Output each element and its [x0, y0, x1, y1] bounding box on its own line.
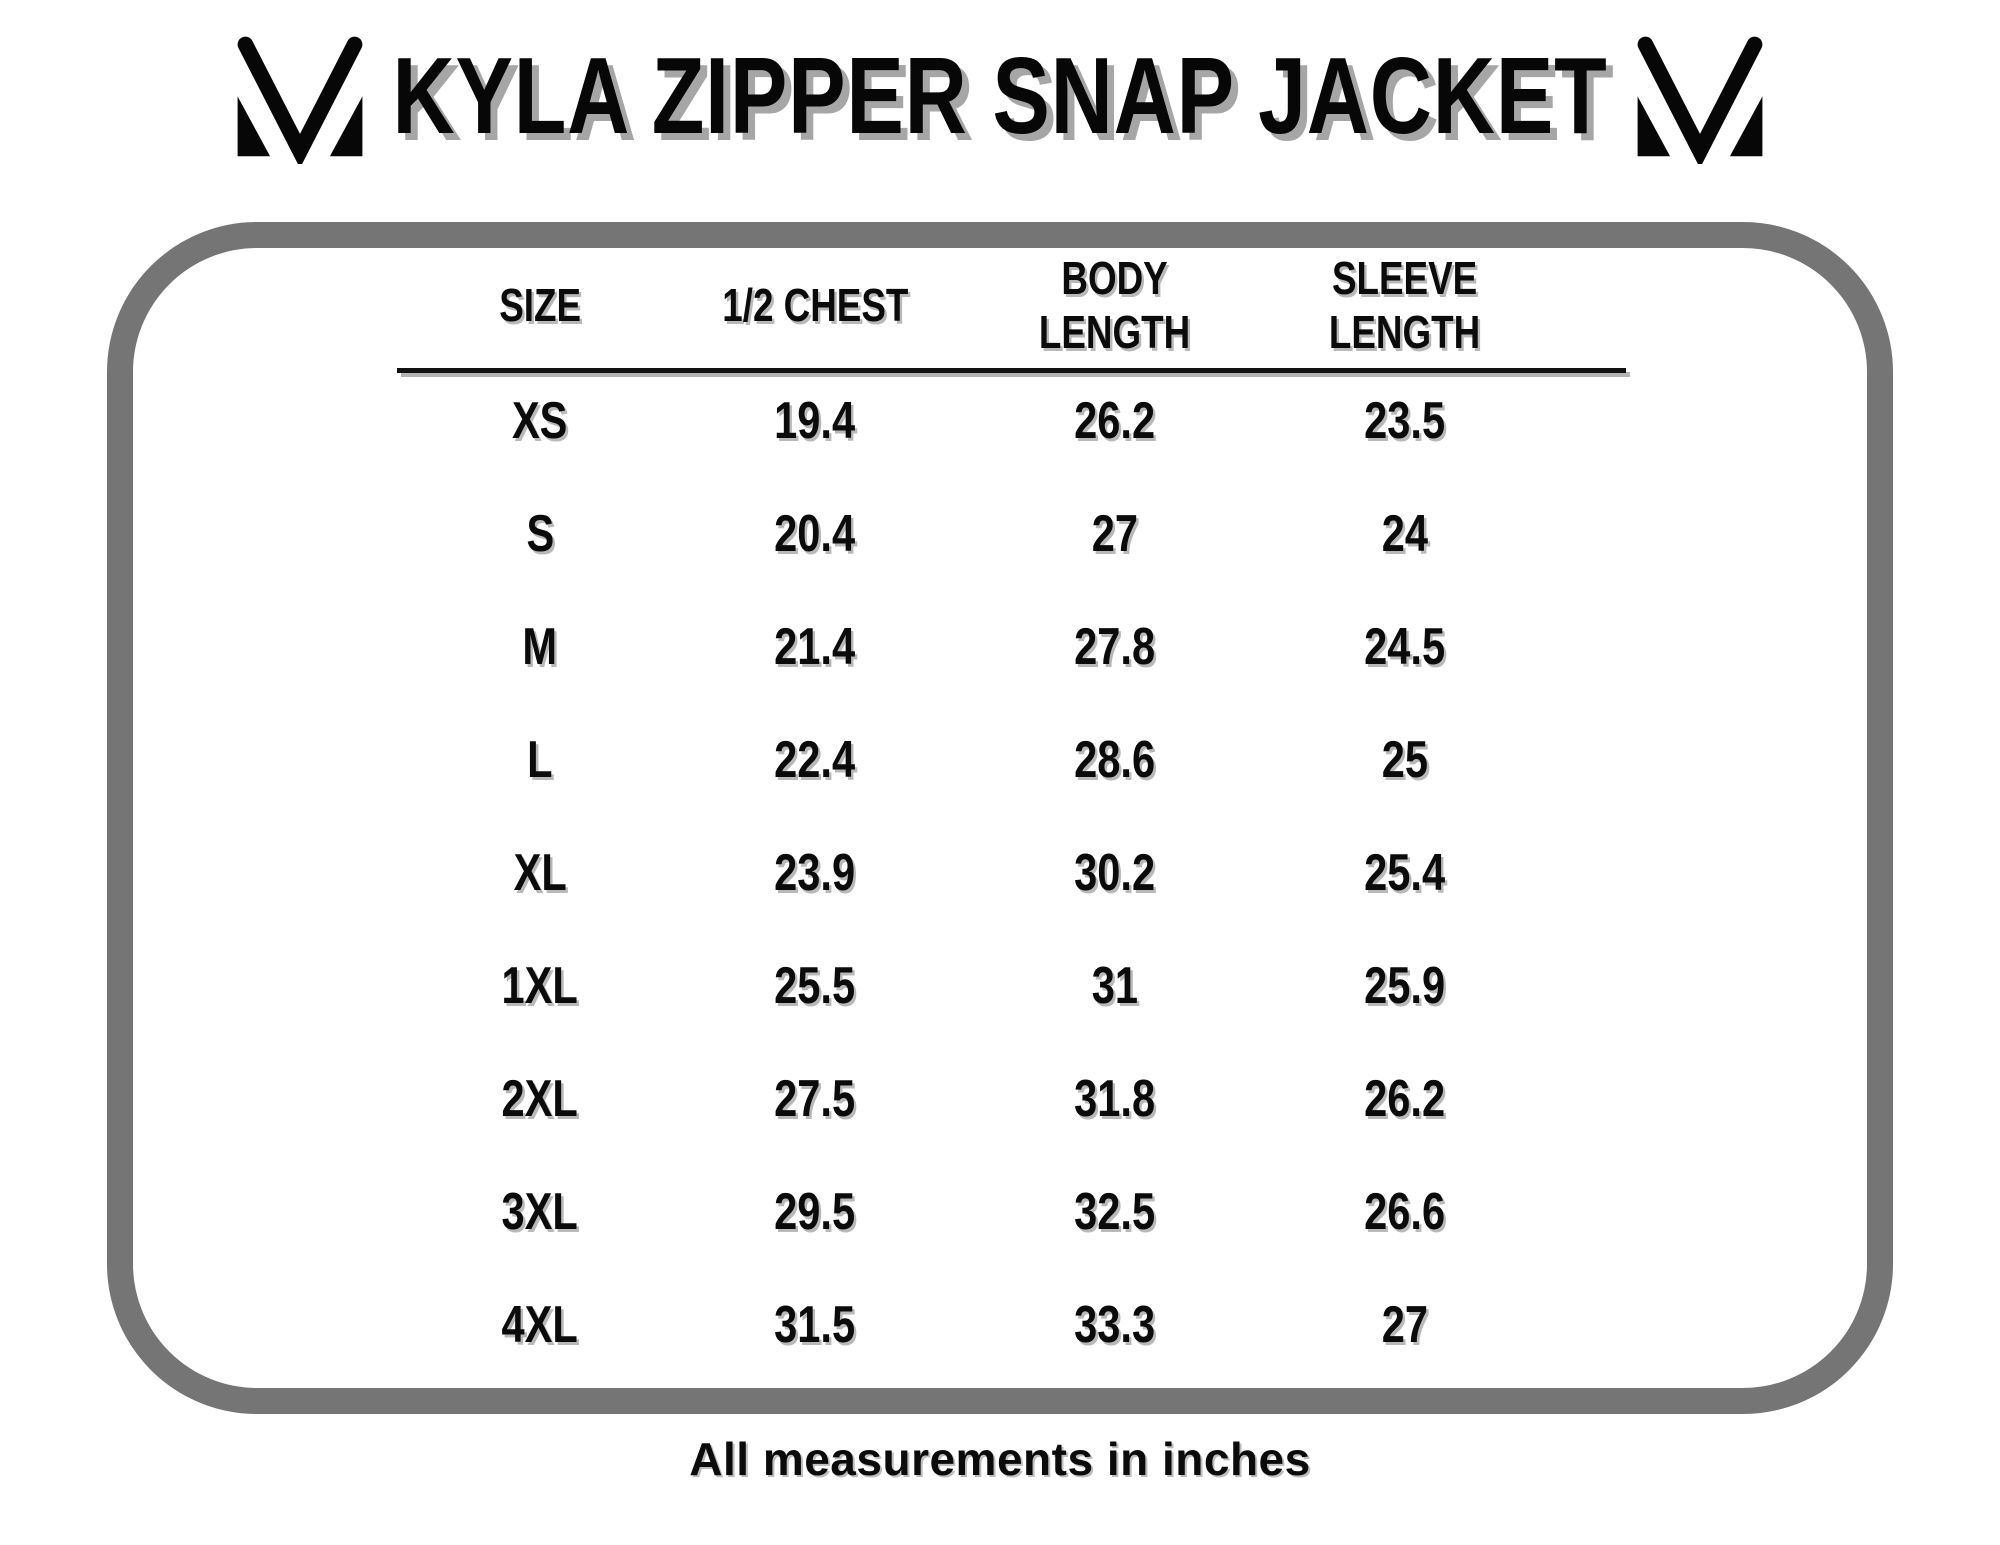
size-cell: S	[397, 478, 683, 591]
sleeve-length-cell: 24.5	[1283, 591, 1527, 704]
body-length-cell: 30.2	[947, 817, 1283, 930]
size-label: S	[526, 504, 554, 563]
body-length-cell: 31	[947, 930, 1283, 1043]
sleeve-length-value: 26.2	[1364, 1069, 1446, 1128]
column-header-half-chest: 1/2 CHEST	[683, 245, 947, 365]
sleeve-length-cell: 25.4	[1283, 817, 1527, 930]
mv-monogram-icon	[237, 36, 363, 164]
half-chest-cell: 21.4	[683, 591, 947, 704]
column-header-body-length-label: BODY LENGTH	[1039, 251, 1191, 358]
half-chest-value: 23.9	[774, 843, 856, 902]
column-header-sleeve-length: SLEEVE LENGTH	[1283, 245, 1527, 365]
size-cell: XL	[397, 817, 683, 930]
sleeve-length-value: 25.4	[1364, 843, 1446, 902]
sleeve-length-cell: 26.6	[1283, 1156, 1527, 1269]
body-length-value: 31	[1091, 956, 1139, 1015]
body-length-cell: 26.2	[947, 365, 1283, 478]
size-label: XL	[513, 843, 567, 902]
half-chest-value: 20.4	[774, 504, 856, 563]
size-label: 3XL	[501, 1182, 579, 1241]
sleeve-length-value: 26.6	[1364, 1182, 1446, 1241]
header: KYLA ZIPPER SNAP JACKET KYLA ZIPPER SNAP…	[0, 18, 2000, 178]
sleeve-length-value: 23.5	[1364, 391, 1446, 450]
page-title: KYLA ZIPPER SNAP JACKET KYLA ZIPPER SNAP…	[393, 35, 1615, 164]
sleeve-length-value: 24	[1381, 504, 1429, 563]
sleeve-length-value: 25	[1381, 730, 1429, 789]
sleeve-length-value: 24.5	[1364, 617, 1446, 676]
body-length-value: 31.8	[1074, 1069, 1156, 1128]
column-header-body-length: BODY LENGTH	[947, 245, 1283, 365]
sleeve-length-value: 27	[1381, 1295, 1429, 1354]
sleeve-length-cell: 23.5	[1283, 365, 1527, 478]
half-chest-value: 31.5	[774, 1295, 856, 1354]
body-length-value: 27	[1091, 504, 1139, 563]
half-chest-cell: 20.4	[683, 478, 947, 591]
size-label: M	[522, 617, 558, 676]
body-length-value: 33.3	[1074, 1295, 1156, 1354]
body-length-cell: 33.3	[947, 1269, 1283, 1382]
body-length-cell: 31.8	[947, 1043, 1283, 1156]
sleeve-length-cell: 27	[1283, 1269, 1527, 1382]
half-chest-cell: 31.5	[683, 1269, 947, 1382]
size-cell: XS	[397, 365, 683, 478]
header-underline	[397, 368, 1626, 373]
half-chest-cell: 25.5	[683, 930, 947, 1043]
half-chest-value: 21.4	[774, 617, 856, 676]
size-cell: L	[397, 704, 683, 817]
sleeve-length-cell: 26.2	[1283, 1043, 1527, 1156]
size-label: 2XL	[501, 1069, 579, 1128]
half-chest-value: 29.5	[774, 1182, 856, 1241]
column-header-size: SIZE	[397, 245, 683, 365]
size-chart-frame	[107, 222, 1893, 1414]
page-title-text: KYLA ZIPPER SNAP JACKET	[393, 35, 1608, 157]
sleeve-length-cell: 24	[1283, 478, 1527, 591]
page-title-shadow: KYLA ZIPPER SNAP JACKET	[400, 42, 1615, 164]
body-length-value: 26.2	[1074, 391, 1156, 450]
size-label: 1XL	[501, 956, 579, 1015]
half-chest-cell: 23.9	[683, 817, 947, 930]
body-length-cell: 27	[947, 478, 1283, 591]
body-length-value: 32.5	[1074, 1182, 1156, 1241]
size-table: SIZE 1/2 CHEST BODY LENGTH SLEEVE LENGTH…	[397, 245, 1527, 1382]
body-length-value: 28.6	[1074, 730, 1156, 789]
size-label: 4XL	[501, 1295, 579, 1354]
footer-note: All measurements in inches	[689, 1433, 1311, 1485]
size-cell: 1XL	[397, 930, 683, 1043]
half-chest-value: 19.4	[774, 391, 856, 450]
sleeve-length-cell: 25.9	[1283, 930, 1527, 1043]
sleeve-length-cell: 25	[1283, 704, 1527, 817]
body-length-cell: 32.5	[947, 1156, 1283, 1269]
body-length-value: 27.8	[1074, 617, 1156, 676]
body-length-cell: 28.6	[947, 704, 1283, 817]
half-chest-value: 22.4	[774, 730, 856, 789]
half-chest-cell: 27.5	[683, 1043, 947, 1156]
mv-monogram-icon	[1637, 36, 1763, 164]
size-label: L	[527, 730, 553, 789]
size-cell: 4XL	[397, 1269, 683, 1382]
half-chest-cell: 22.4	[683, 704, 947, 817]
column-header-half-chest-label: 1/2 CHEST	[721, 278, 909, 331]
half-chest-value: 27.5	[774, 1069, 856, 1128]
half-chest-cell: 19.4	[683, 365, 947, 478]
size-label: XS	[512, 391, 568, 450]
size-cell: 2XL	[397, 1043, 683, 1156]
column-header-size-label: SIZE	[499, 278, 581, 331]
half-chest-value: 25.5	[774, 956, 856, 1015]
column-header-sleeve-length-label: SLEEVE LENGTH	[1329, 251, 1481, 358]
size-cell: M	[397, 591, 683, 704]
body-length-cell: 27.8	[947, 591, 1283, 704]
half-chest-cell: 29.5	[683, 1156, 947, 1269]
sleeve-length-value: 25.9	[1364, 956, 1446, 1015]
body-length-value: 30.2	[1074, 843, 1156, 902]
size-cell: 3XL	[397, 1156, 683, 1269]
